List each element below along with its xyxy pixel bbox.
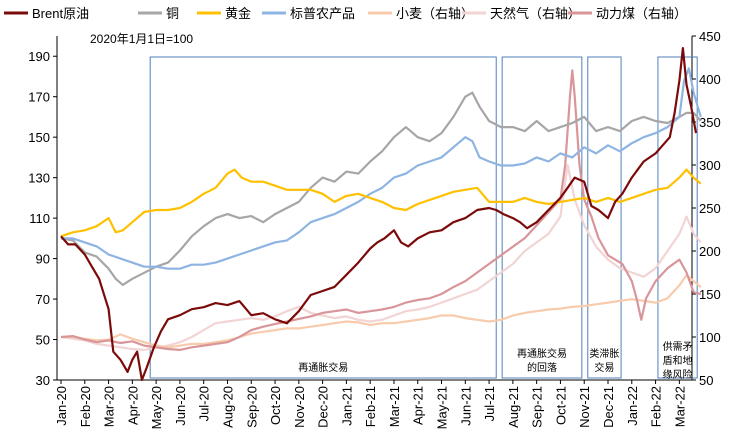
annotation-label: 类滞胀 xyxy=(589,347,619,360)
x-tick-label: Nov-21 xyxy=(577,386,592,428)
x-axis: Jan-20 Feb-20 Mar-20 Apr-20 May-20 Jun-20 Jul-… xyxy=(54,379,692,429)
x-tick-label: Jun-20 xyxy=(173,386,188,426)
x-tick-label: Apr-21 xyxy=(411,386,426,425)
chart-legend: Brent原油 铜 黄金 标普农产品 小麦（右轴） 天然气（右轴） 动力煤（右轴） xyxy=(4,6,687,21)
annotation-label: 再通胀交易 xyxy=(517,347,567,360)
x-tick-label: Dec-20 xyxy=(316,386,331,428)
right-tick-label: 150 xyxy=(699,287,721,302)
left-tick-label: 170 xyxy=(28,90,50,105)
x-tick-label: Jul-21 xyxy=(482,386,497,421)
x-tick-label: Mar-21 xyxy=(387,386,402,427)
right-tick-label: 400 xyxy=(699,72,721,87)
x-tick-label: Jul-20 xyxy=(197,386,212,421)
series-line-6 xyxy=(60,69,702,351)
left-y-axis: 30 50 70 90 110 130 150 170 190 xyxy=(28,36,58,388)
legend-label: 黄金 xyxy=(225,6,251,21)
x-tick-label: Feb-20 xyxy=(78,386,93,427)
annotation-label: 供需矛 xyxy=(663,340,693,353)
x-tick-label: Feb-22 xyxy=(649,386,664,427)
left-tick-label: 150 xyxy=(28,130,50,145)
x-tick-label: Jan-21 xyxy=(339,386,354,426)
x-tick-label: Dec-21 xyxy=(601,386,616,428)
x-tick-label: Oct-20 xyxy=(268,386,283,425)
right-tick-label: 50 xyxy=(699,373,713,388)
x-tick-label: Mar-20 xyxy=(102,386,117,427)
x-tick-label: Mar-22 xyxy=(672,386,687,427)
series-line-2 xyxy=(60,168,702,238)
legend-label: 铜 xyxy=(166,6,179,21)
annotation-box xyxy=(657,56,698,379)
x-tick-label: Nov-20 xyxy=(292,386,307,428)
x-tick-label: Sep-21 xyxy=(530,386,545,428)
annotation-label: 缘风险 xyxy=(663,368,693,381)
right-tick-label: 250 xyxy=(699,201,721,216)
x-tick-label: Sep-20 xyxy=(244,386,259,428)
legend-label: Brent原油 xyxy=(32,6,89,21)
right-tick-label: 200 xyxy=(699,244,721,259)
annotation-label: 交易 xyxy=(594,361,614,374)
legend-label: 标普农产品 xyxy=(290,6,355,21)
left-tick-label: 190 xyxy=(28,49,50,64)
legend-label: 天然气（右轴） xyxy=(490,6,581,21)
left-tick-label: 110 xyxy=(29,211,50,226)
x-tick-label: Feb-21 xyxy=(363,386,378,427)
series-line-1 xyxy=(60,91,702,286)
legend-label: 动力煤（右轴） xyxy=(596,6,687,21)
x-tick-label: May-20 xyxy=(149,386,164,429)
annotation-box xyxy=(587,56,622,379)
series-lines xyxy=(60,47,702,382)
left-tick-label: 130 xyxy=(28,171,50,186)
x-tick-label: Aug-21 xyxy=(506,386,521,428)
x-tick-label: Aug-20 xyxy=(220,386,235,428)
x-tick-label: May-21 xyxy=(435,386,450,429)
left-tick-label: 90 xyxy=(36,252,50,267)
right-tick-label: 450 xyxy=(699,29,721,44)
x-tick-label: Oct-21 xyxy=(553,386,568,425)
annotation-label: 再通胀交易 xyxy=(298,361,348,374)
chart-subtitle: 2020年1月1日=100 xyxy=(90,32,193,46)
right-tick-label: 300 xyxy=(699,158,721,173)
annotation-label: 的回落 xyxy=(527,361,557,374)
annotation-label: 盾和地 xyxy=(663,354,693,367)
x-tick-label: Jun-21 xyxy=(458,386,473,426)
x-tick-label: Jan-22 xyxy=(625,386,640,426)
left-tick-label: 50 xyxy=(36,333,50,348)
series-line-4 xyxy=(61,274,702,349)
series-line-5 xyxy=(60,163,702,351)
annotation-box xyxy=(149,56,497,379)
right-y-axis: 50 100 150 200 250 300 350 400 450 xyxy=(691,29,721,388)
series-line-3 xyxy=(61,67,702,270)
series-line-0 xyxy=(60,47,698,382)
left-tick-label: 30 xyxy=(36,373,50,388)
x-tick-label: Apr-20 xyxy=(125,386,140,425)
left-tick-label: 70 xyxy=(36,292,50,307)
legend-label: 小麦（右轴） xyxy=(396,6,474,21)
right-tick-label: 100 xyxy=(699,330,721,345)
right-tick-label: 350 xyxy=(699,115,721,130)
x-tick-label: Jan-20 xyxy=(54,386,69,426)
